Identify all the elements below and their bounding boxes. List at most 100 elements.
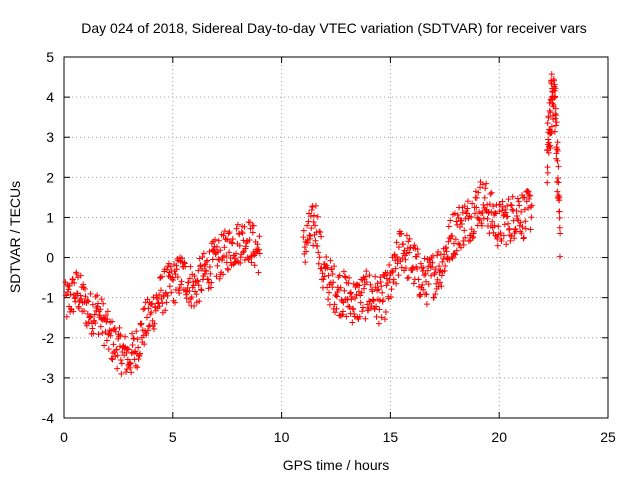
data-point <box>373 313 380 320</box>
data-point <box>381 316 388 323</box>
data-point <box>127 360 134 367</box>
data-point <box>159 300 166 307</box>
data-point <box>135 344 142 351</box>
data-point <box>545 149 552 156</box>
data-point <box>166 283 173 290</box>
data-point <box>101 342 108 349</box>
data-point <box>128 350 135 357</box>
data-point <box>83 322 90 329</box>
data-point <box>186 288 193 295</box>
data-point <box>75 305 82 312</box>
data-point <box>82 293 89 300</box>
data-point <box>500 232 507 239</box>
data-point <box>188 294 195 301</box>
data-point <box>219 254 226 261</box>
data-point <box>384 280 391 287</box>
data-point <box>69 276 76 283</box>
data-point <box>122 333 129 340</box>
data-point <box>457 244 464 251</box>
data-point <box>92 320 99 327</box>
data-point <box>464 198 471 205</box>
data-point <box>82 320 89 327</box>
data-point <box>475 189 482 196</box>
data-point <box>91 311 98 318</box>
data-point <box>301 244 308 251</box>
data-point <box>394 253 401 260</box>
data-point <box>237 259 244 266</box>
data-point <box>114 365 121 372</box>
data-point <box>544 179 551 186</box>
data-point <box>333 292 339 299</box>
data-point <box>315 249 322 256</box>
data-point <box>400 240 407 247</box>
data-point <box>118 370 125 377</box>
y-tick-label: -3 <box>42 370 55 386</box>
data-point <box>405 238 412 245</box>
data-point <box>256 250 263 257</box>
data-point <box>326 289 333 296</box>
data-point <box>445 223 452 230</box>
data-point <box>143 330 150 337</box>
data-point <box>331 263 338 270</box>
data-point <box>203 268 210 275</box>
data-point <box>521 194 528 201</box>
y-axis-ticks: -4 -3 -2 -1 0 1 2 3 4 5 <box>42 49 608 426</box>
data-point <box>208 279 215 286</box>
data-point <box>249 229 256 236</box>
data-point <box>375 320 382 327</box>
data-point <box>473 204 480 211</box>
data-point <box>486 230 493 237</box>
data-point <box>87 290 94 297</box>
data-point <box>544 120 551 127</box>
data-point <box>552 122 559 129</box>
data-point <box>548 71 555 78</box>
data-point <box>193 291 200 298</box>
data-point <box>134 364 141 371</box>
data-point <box>150 325 157 332</box>
data-point <box>420 264 427 271</box>
data-point <box>544 164 551 171</box>
data-point <box>492 210 499 217</box>
data-point <box>97 323 104 330</box>
data-point <box>436 279 443 286</box>
data-point <box>505 196 512 203</box>
data-point <box>307 213 314 220</box>
data-point <box>479 181 486 188</box>
data-point <box>197 262 204 269</box>
data-point <box>65 286 72 293</box>
data-point <box>209 256 216 263</box>
data-point <box>102 328 109 335</box>
data-point <box>468 214 475 221</box>
data-point <box>436 263 443 270</box>
data-point <box>373 303 380 310</box>
data-point <box>319 270 326 277</box>
data-point <box>556 194 563 201</box>
data-point <box>176 285 183 292</box>
data-point <box>95 300 102 307</box>
data-point <box>317 229 324 236</box>
data-point <box>528 214 535 221</box>
data-point <box>162 307 169 314</box>
data-point <box>498 237 505 244</box>
data-point <box>448 254 455 261</box>
data-point <box>349 319 356 326</box>
data-point <box>171 299 178 306</box>
data-point <box>557 230 564 237</box>
y-tick-label: -2 <box>42 330 55 346</box>
x-tick-label: 20 <box>491 429 507 445</box>
data-point <box>473 194 480 201</box>
data-point <box>525 204 532 211</box>
data-point <box>323 254 330 261</box>
data-point <box>556 208 563 215</box>
data-point <box>116 333 123 340</box>
y-tick-label: -1 <box>42 290 55 306</box>
data-point <box>117 357 124 364</box>
data-point <box>471 210 478 217</box>
data-point <box>379 289 386 296</box>
series-segment-1 <box>62 219 263 377</box>
data-point <box>489 218 496 225</box>
data-point <box>419 268 426 275</box>
data-point <box>305 239 312 246</box>
data-point <box>401 247 408 254</box>
data-point <box>419 281 426 288</box>
